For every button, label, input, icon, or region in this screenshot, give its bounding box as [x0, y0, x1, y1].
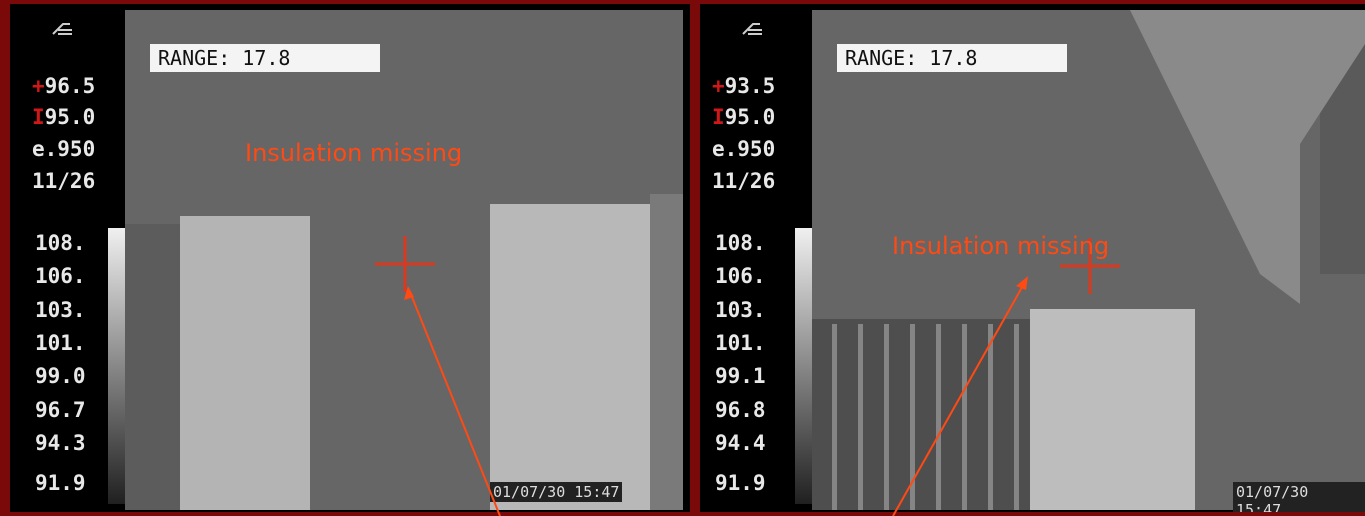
arrow [410, 292, 500, 516]
arrow-head [1016, 276, 1028, 290]
page: RANGE: 17.8+96.5I95.0e.95011/26108.106.1… [0, 0, 1365, 516]
arrow [893, 282, 1025, 516]
annotation-arrows [0, 0, 1365, 516]
